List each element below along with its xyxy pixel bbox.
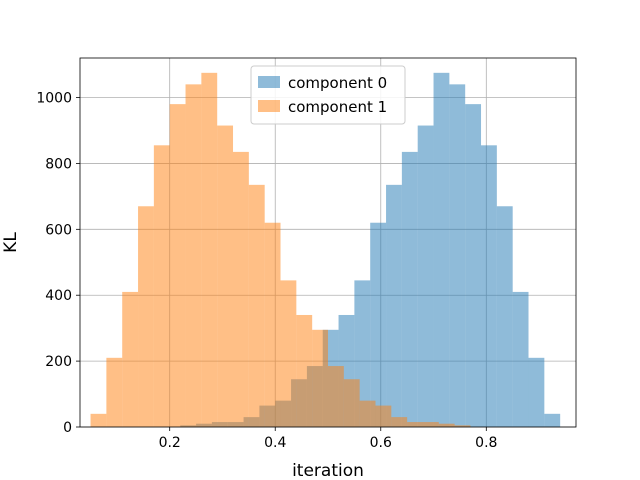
histogram-bar [312,329,328,427]
legend: component 0 component 1 [250,65,406,125]
legend-box [250,65,406,125]
plot-frame [79,57,577,428]
histogram-bar [370,222,387,427]
y-tick-label: 600 [45,222,72,238]
histogram-bar [296,314,313,427]
series-1-bars [90,72,471,428]
histogram-bar [465,104,482,427]
histogram-bar [438,423,455,427]
histogram-bar [512,291,529,427]
legend-swatch-component-1 [258,100,280,112]
histogram-bar [481,145,497,427]
histogram-bar [386,184,402,427]
histogram-bar [138,206,154,427]
y-tick-label: 400 [45,288,72,304]
histogram-bars [90,72,561,428]
x-tick-label: 0.8 [475,435,497,451]
legend-swatch-component-0 [258,76,280,88]
y-tick-label: 1000 [36,91,72,107]
histogram-bar [264,222,281,427]
histogram-bar [433,72,450,427]
histogram-bar [407,422,423,427]
histogram-bar [417,125,434,428]
x-tick-label: 0.2 [159,435,181,451]
histogram-bar [153,145,170,427]
histogram-bar [185,84,202,427]
histogram-bar [401,151,418,427]
histogram-bar [169,104,186,427]
histogram-bar [359,400,376,427]
histogram-bar [343,379,360,427]
x-tick-label: 0.6 [370,435,392,451]
histogram-bar [544,413,561,427]
histogram-bar [201,72,218,427]
histogram-bar [528,357,545,427]
histogram-bar [449,84,466,427]
legend-label-component-0: component 0 [288,74,387,92]
histogram-bar [391,417,408,427]
histogram-bar [375,405,392,427]
histogram-bar [217,125,234,428]
histogram-bar [328,366,344,427]
histogram-bar [122,291,139,427]
histogram-bar [422,422,439,427]
legend-label-component-1: component 1 [288,98,387,116]
x-axis-label: iteration [292,461,364,480]
y-tick-label: 0 [63,420,72,436]
axis-ticks: 0.2 0.4 0.6 0.8 0 200 400 600 800 1000 [36,91,497,451]
histogram-bar [496,206,513,427]
y-axis-label: KL [1,232,21,253]
y-tick-label: 800 [45,156,72,172]
y-tick-label: 200 [45,354,72,370]
histogram-bar [248,184,265,427]
histogram-bar [90,413,107,427]
histogram-bar [280,280,297,427]
x-tick-label: 0.4 [264,435,286,451]
histogram-bar [106,357,123,427]
histogram-bar [454,425,471,427]
histogram-bar [233,151,249,427]
